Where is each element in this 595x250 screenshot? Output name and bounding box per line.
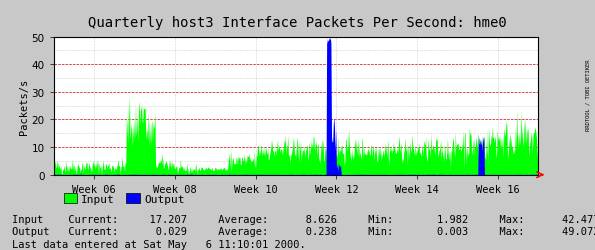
Text: Last data entered at Sat May   6 11:10:01 2000.: Last data entered at Sat May 6 11:10:01 … — [12, 240, 306, 250]
Legend: Input, Output: Input, Output — [59, 189, 189, 208]
Text: Output   Current:      0.029     Average:      0.238     Min:       0.003     Ma: Output Current: 0.029 Average: 0.238 Min… — [12, 226, 595, 236]
Text: RRDTOOL / TOBI OETIKER: RRDTOOL / TOBI OETIKER — [586, 60, 591, 130]
Text: Quarterly host3 Interface Packets Per Second: hme0: Quarterly host3 Interface Packets Per Se… — [88, 16, 507, 30]
Text: Input    Current:     17.207     Average:      8.626     Min:       1.982     Ma: Input Current: 17.207 Average: 8.626 Min… — [12, 214, 595, 224]
Y-axis label: Packets/s: Packets/s — [18, 78, 29, 134]
